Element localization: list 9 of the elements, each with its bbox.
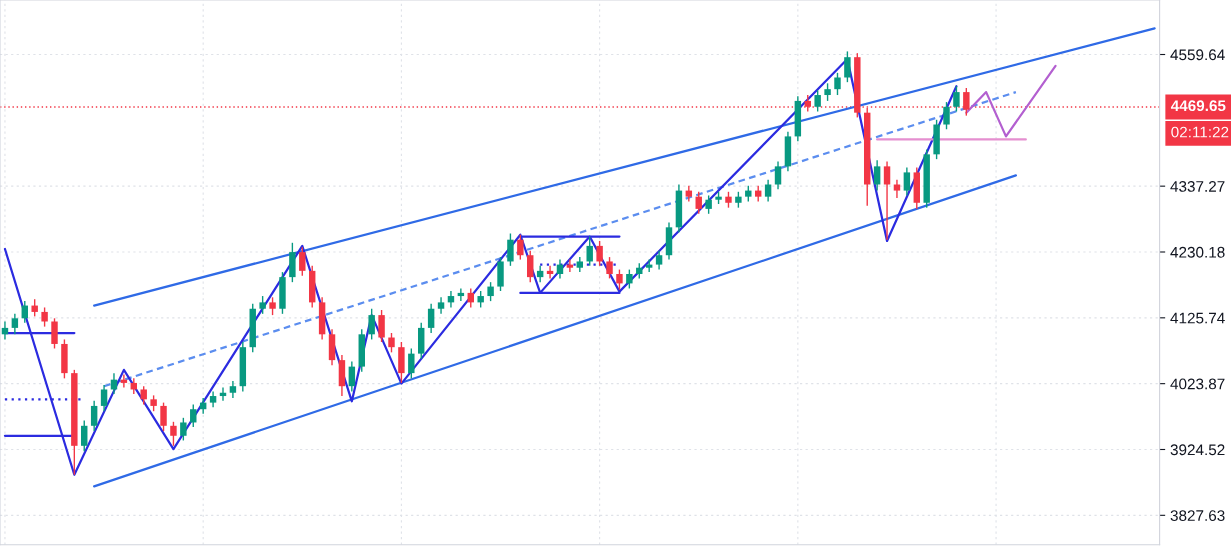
y-tick-label: 3924.52 xyxy=(1170,444,1225,456)
y-tick-label: 4230.18 xyxy=(1170,246,1225,258)
y-tick-label: 3827.63 xyxy=(1170,510,1225,522)
y-tick-label: 4023.87 xyxy=(1170,378,1225,390)
y-tick-label: 4559.64 xyxy=(1170,49,1225,61)
ref-line-label: 4469.65 xyxy=(1170,100,1226,112)
y-tick-label: 4337.27 xyxy=(1170,181,1225,192)
y-tick-label: 4125.74 xyxy=(1170,312,1225,324)
text: 02:11:22 xyxy=(1171,126,1229,138)
